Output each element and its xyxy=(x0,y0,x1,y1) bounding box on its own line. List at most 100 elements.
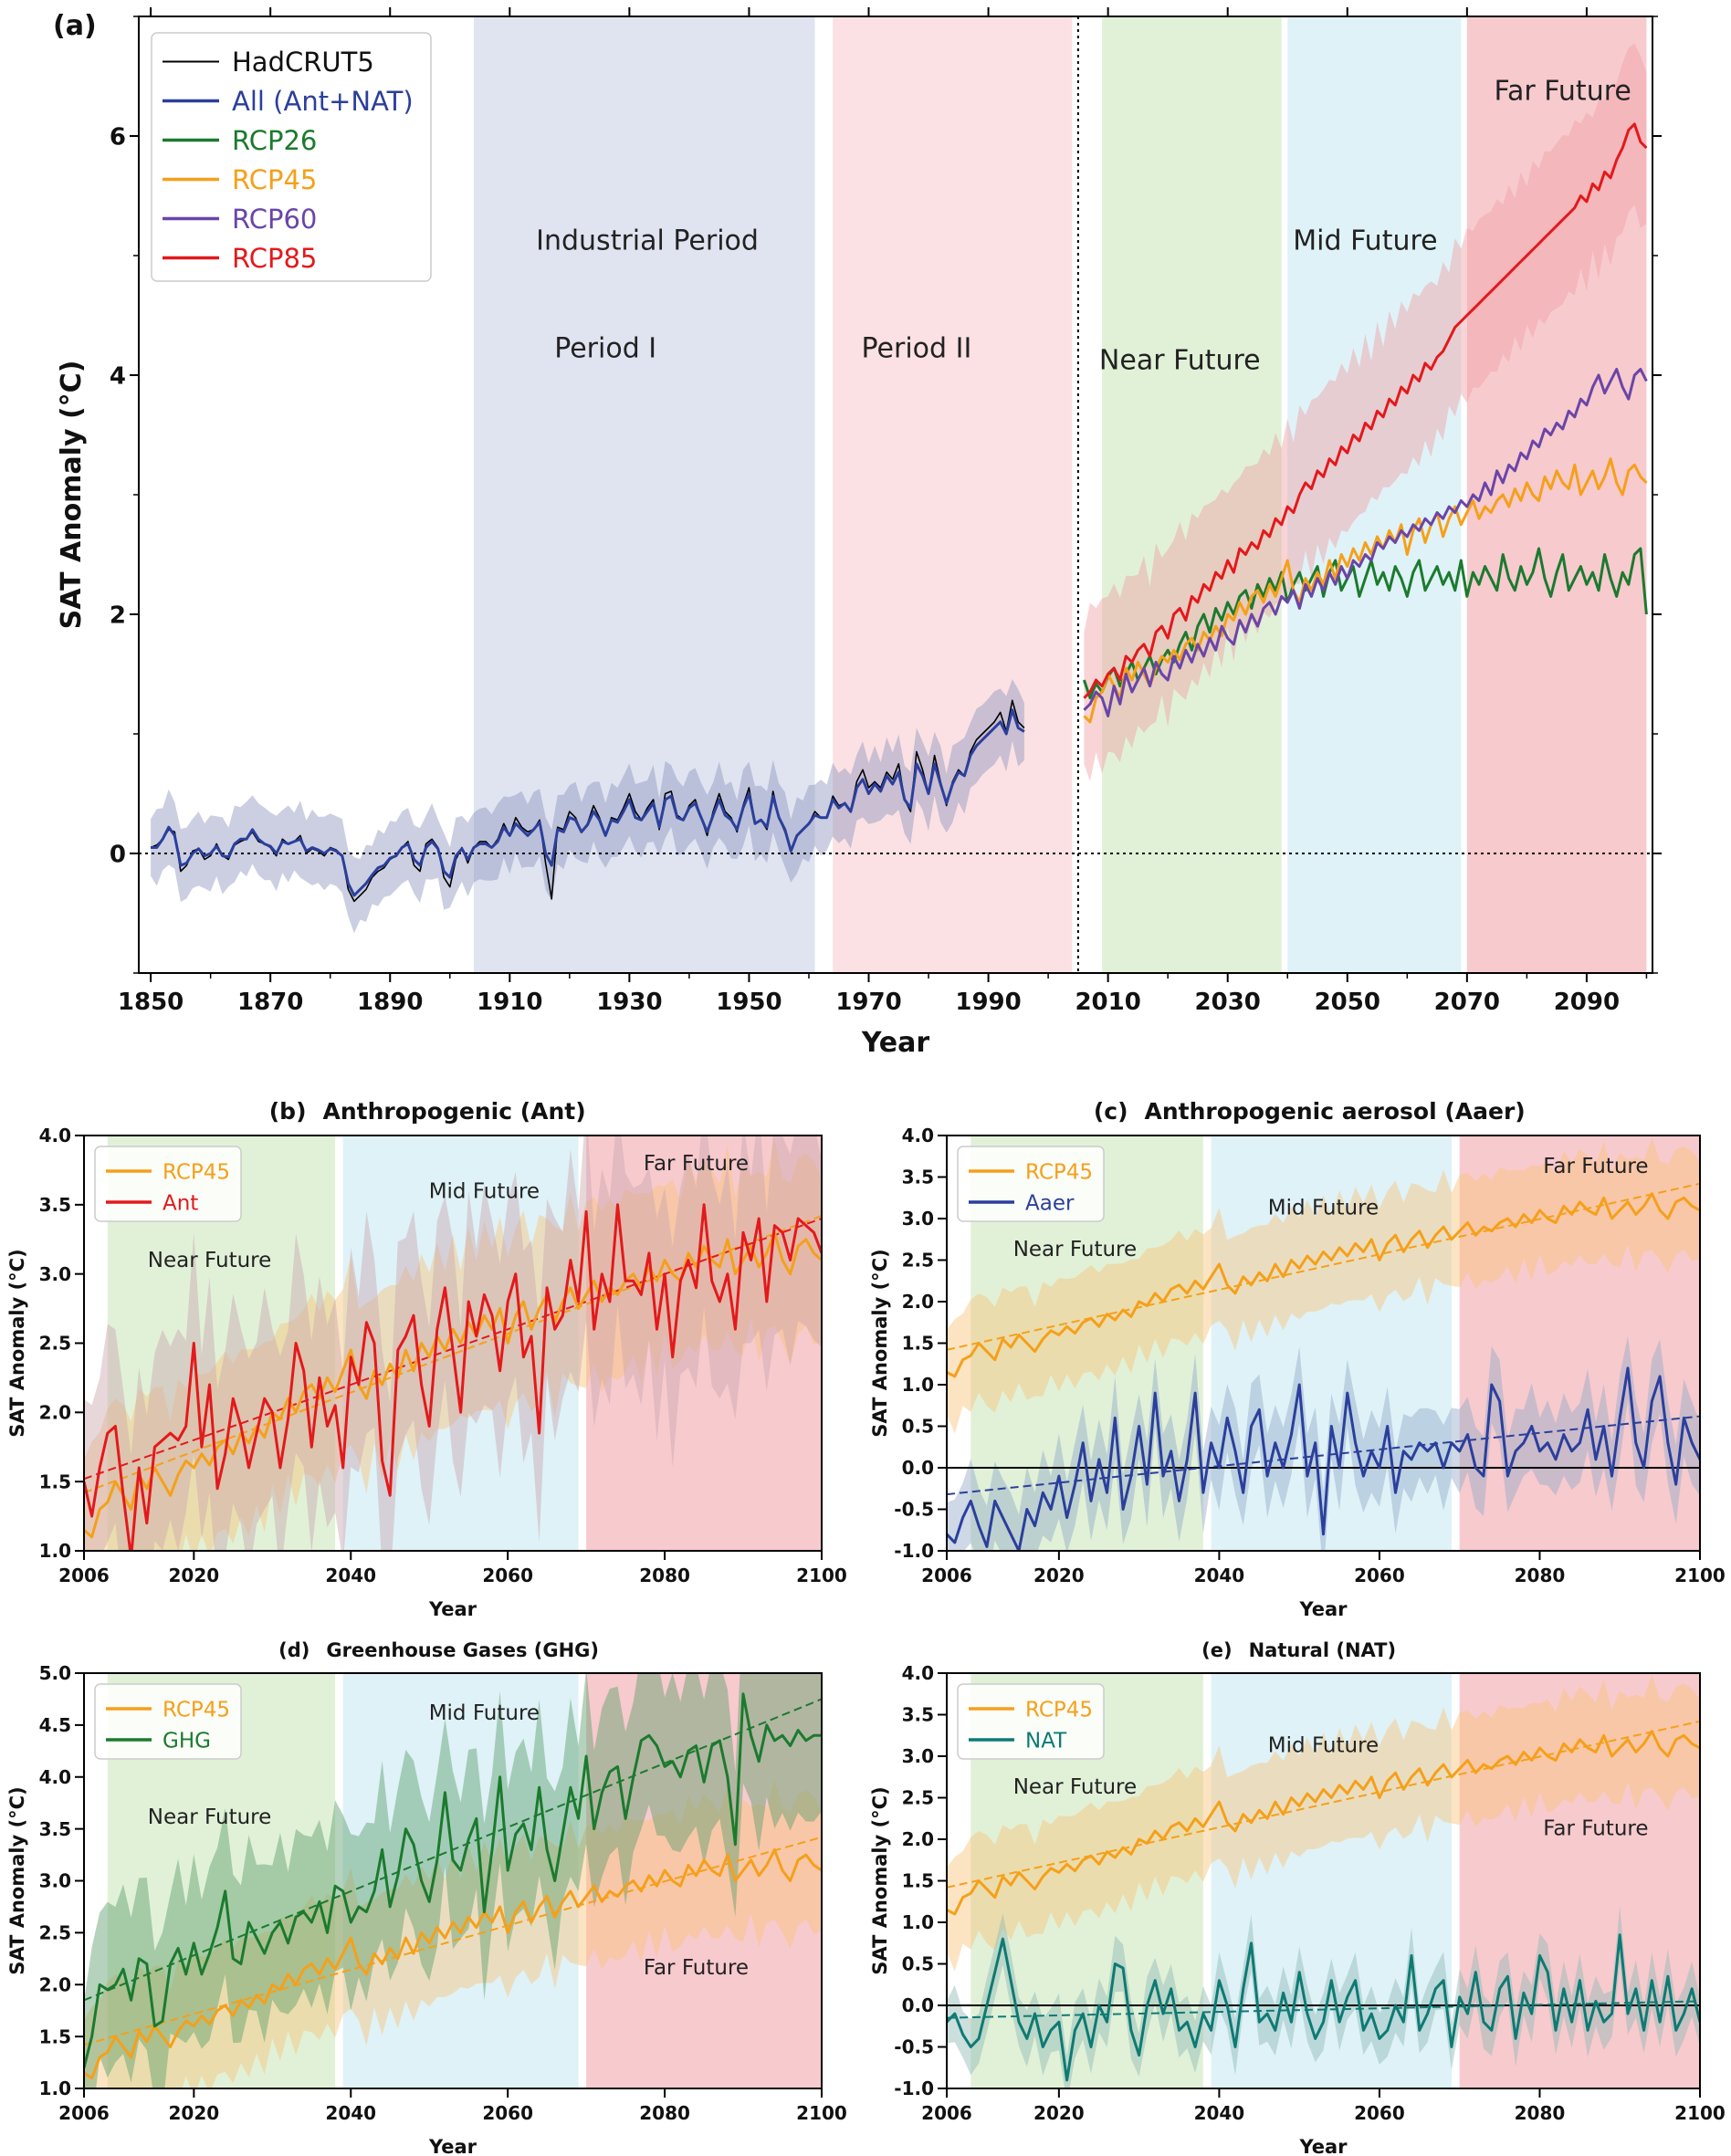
period-band xyxy=(586,1673,822,2088)
period-annotation: Far Future xyxy=(644,1956,749,1980)
y-tick-label: 3.5 xyxy=(902,1704,934,1726)
panel-b: Near Future Mid Future Far Future 2006 2020 2… xyxy=(6,1098,847,1620)
panel-label: (c) xyxy=(1094,1098,1128,1125)
x-tick-label: 1990 xyxy=(955,989,1021,1016)
x-tick-label: 1890 xyxy=(357,989,423,1016)
x-tick-label: 2040 xyxy=(1194,2102,1245,2124)
panel-title: Anthropogenic (Ant) xyxy=(323,1098,586,1125)
y-tick-label: 4.0 xyxy=(39,1766,71,1788)
panel-title: Natural (NAT) xyxy=(1249,1639,1397,1661)
x-tick-label: 1850 xyxy=(118,989,184,1016)
x-axis-label: Year xyxy=(1298,2136,1348,2156)
panel-label: (e) xyxy=(1201,1639,1232,1661)
legend-label: HadCRUT5 xyxy=(232,47,374,78)
period-annotation: Far Future xyxy=(1495,76,1631,108)
period-annotation: Period I xyxy=(554,332,656,364)
y-tick-label: 2 xyxy=(110,602,126,629)
y-tick-label: 4.0 xyxy=(902,1125,934,1146)
x-tick-label: 2100 xyxy=(796,1565,847,1586)
y-tick-label: 6 xyxy=(110,123,126,151)
y-tick-label: 1.0 xyxy=(39,1540,71,1562)
x-tick-label: 2006 xyxy=(921,2102,972,2124)
legend-box xyxy=(151,32,432,282)
series-band-rcp85 xyxy=(1084,43,1647,781)
legend-label: GHG xyxy=(163,1729,211,1753)
legend-label: NAT xyxy=(1025,1729,1067,1753)
period-annotation: Far Future xyxy=(1543,1155,1648,1178)
y-tick-label: 2.5 xyxy=(902,1250,934,1272)
x-tick-label: 2020 xyxy=(169,2102,220,2124)
y-tick-label: 1.5 xyxy=(39,2025,71,2047)
x-axis-label: Year xyxy=(861,1027,930,1059)
period-band xyxy=(342,1673,579,2088)
panel-a: Industrial Period Period I Period II Near F… xyxy=(53,7,1662,1059)
y-tick-label: 4.5 xyxy=(39,1714,71,1736)
x-tick-label: 2070 xyxy=(1434,989,1500,1016)
x-tick-label: 2020 xyxy=(1033,2102,1085,2124)
period-annotation: Period II xyxy=(862,332,972,364)
legend-label: RCP45 xyxy=(1025,1698,1093,1722)
x-axis-label: Year xyxy=(428,2136,477,2156)
series-band-rcp45 xyxy=(947,1137,1700,1434)
plot-area xyxy=(947,1673,1700,2088)
series-line-nat xyxy=(947,1933,1700,2082)
period-band xyxy=(1211,1673,1452,2088)
series-band-rcp45 xyxy=(84,1779,822,2088)
y-tick-label: 1.0 xyxy=(902,1374,934,1396)
x-tick-label: 2020 xyxy=(1033,1565,1085,1586)
y-tick-label: 3.0 xyxy=(902,1745,934,1767)
y-tick-label: -0.5 xyxy=(894,1499,934,1521)
x-tick-label: 2006 xyxy=(58,2102,110,2124)
x-tick-label: 2090 xyxy=(1554,989,1620,1016)
y-axis-label: SAT Anomaly (°C) xyxy=(6,1786,28,1974)
y-tick-label: 3.5 xyxy=(39,1818,71,1840)
period-annotation: Mid Future xyxy=(429,1701,540,1725)
series-line-rcp26 xyxy=(1082,547,1648,700)
period-annotation: Near Future xyxy=(1013,1238,1137,1261)
x-tick-label: 2010 xyxy=(1075,989,1140,1016)
y-tick-label: 1.0 xyxy=(39,2078,71,2099)
legend-label: Ant xyxy=(163,1191,198,1215)
legend-label: RCP45 xyxy=(1025,1160,1093,1184)
panel-label: (d) xyxy=(278,1639,309,1661)
y-tick-label: 2.5 xyxy=(39,1922,71,1944)
y-tick-label: 5.0 xyxy=(39,1662,71,1684)
x-tick-label: 2080 xyxy=(1515,2102,1566,2124)
panel-c: Near Future Mid Future Far Future 2006 2020 2… xyxy=(869,1098,1726,1620)
period-annotation: Far Future xyxy=(644,1152,749,1176)
x-tick-label: 2020 xyxy=(169,1565,220,1586)
x-tick-label: 2080 xyxy=(639,2102,690,2124)
y-tick-label: -1.0 xyxy=(894,2078,934,2099)
x-tick-label: 2006 xyxy=(58,1565,110,1586)
series-band-ghg xyxy=(84,1673,822,2088)
x-tick-label: 2040 xyxy=(325,1565,376,1586)
series-line-aaer xyxy=(947,1366,1700,1551)
y-tick-label: 3.0 xyxy=(902,1208,934,1230)
panel-label: (a) xyxy=(53,10,97,42)
y-tick-label: 2.0 xyxy=(39,1973,71,1995)
x-axis-label: Year xyxy=(1298,1598,1348,1620)
x-tick-label: 2060 xyxy=(482,1565,533,1586)
x-tick-label: 2050 xyxy=(1315,989,1380,1016)
y-tick-label: 4.0 xyxy=(902,1662,934,1684)
legend-label: Aaer xyxy=(1025,1191,1075,1215)
x-tick-label: 2100 xyxy=(796,2102,847,2124)
x-tick-label: 2060 xyxy=(482,2102,533,2124)
panel-e: Near Future Mid Future Far Future 2006 2020 2… xyxy=(869,1639,1726,2156)
period-annotation: Mid Future xyxy=(429,1179,540,1203)
plot-area xyxy=(84,1136,822,1551)
y-tick-label: 2.0 xyxy=(902,1291,934,1313)
x-tick-label: 2040 xyxy=(325,2102,376,2124)
x-tick-label: 2100 xyxy=(1674,1565,1726,1586)
y-axis-label: SAT Anomaly (°C) xyxy=(869,1786,891,1974)
x-tick-label: 1870 xyxy=(237,989,303,1016)
period-annotation: Near Future xyxy=(148,1805,271,1829)
x-tick-label: 1910 xyxy=(477,989,542,1016)
y-tick-label: 1.5 xyxy=(39,1470,71,1492)
x-tick-label: 2080 xyxy=(1515,1565,1566,1586)
y-tick-label: 4.0 xyxy=(39,1125,71,1146)
y-tick-label: 1.5 xyxy=(902,1333,934,1355)
series-line-rcp85 xyxy=(1083,122,1648,699)
period-annotation: Near Future xyxy=(1099,344,1261,376)
